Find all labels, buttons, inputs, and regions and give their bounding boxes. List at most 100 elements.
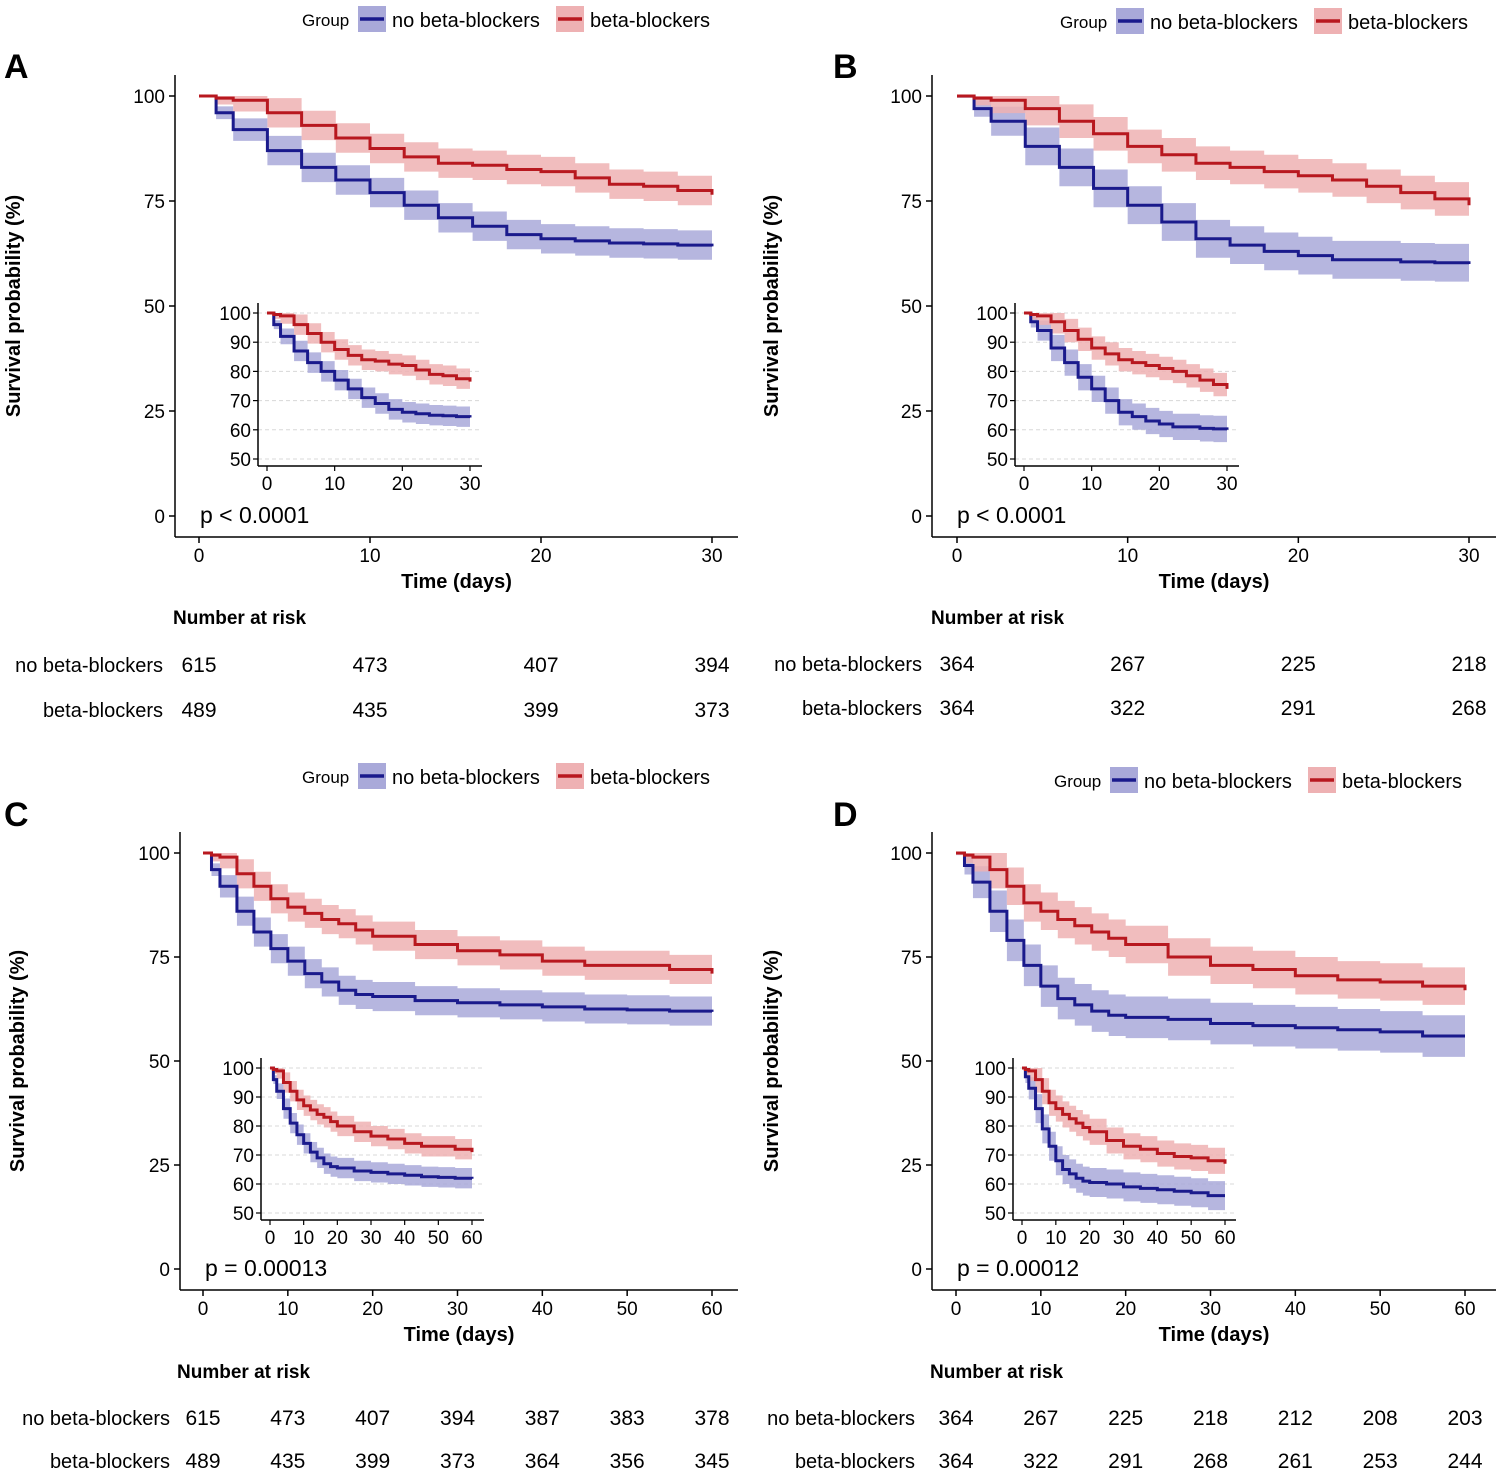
x-tick-label: 0 [951,1299,962,1320]
ci-band-beta-blockers [203,853,712,989]
y-tick-label: 25 [149,1156,170,1177]
p-value: p < 0.0001 [200,502,309,528]
inset-ci-band-beta-blockers [1022,1068,1225,1177]
y-tick-label: 50 [901,297,922,318]
y-tick-label: 75 [144,192,165,213]
risk-count: 399 [523,699,558,722]
survival-line-beta-blockers [956,851,1467,991]
inset-x-tick-label: 50 [428,1228,449,1249]
risk-count: 364 [938,1407,973,1430]
risk-count: 473 [270,1407,305,1430]
inset-ci-band-beta-blockers [1024,313,1227,401]
risk-count: 615 [185,1407,220,1430]
risk-count: 383 [610,1407,645,1430]
survival-line-beta-blockers [199,94,714,195]
x-tick-label: 60 [1454,1299,1475,1320]
risk-count: 203 [1447,1407,1482,1430]
legend: Group no beta-blockers beta-blockers [302,763,710,789]
x-tick-label: 10 [1117,546,1138,567]
inset-x-tick-label: 50 [1181,1228,1202,1249]
panel-d: D Group no beta-blockers beta-blockers 0 25 50… [761,767,1496,1472]
inset-x-tick-label: 0 [1019,474,1030,495]
inset-plot: 50 60 70 80 90 100 0 10 20 30 40 50 60 [974,1058,1236,1249]
y-axis-label: Survival probability (%) [7,950,29,1172]
risk-count: 407 [355,1407,390,1430]
legend-label-no-beta-blockers: no beta-blockers [1150,12,1298,34]
inset-ci-band-beta-blockers [270,1068,472,1163]
risk-count: 615 [181,654,216,677]
inset-x-tick-label: 30 [1216,474,1237,495]
legend-title: Group [302,768,349,787]
inset-y-tick-label: 60 [230,421,251,442]
inset-y-tick-label: 90 [233,1088,254,1109]
legend-label-no-beta-blockers: no beta-blockers [1144,771,1292,793]
risk-count: 378 [694,1407,729,1430]
risk-row-label-beta-blockers: beta-blockers [795,1451,915,1472]
ci-band-no-beta-blockers [957,96,1469,283]
inset-x-tick-label: 10 [1081,474,1102,495]
risk-count: 364 [525,1450,560,1472]
risk-count: 489 [181,699,216,722]
inset-x-tick-label: 60 [1214,1228,1235,1249]
inset-x-tick-label: 20 [392,474,413,495]
panel-letter: C [4,796,29,834]
risk-row-label-no-beta-blockers: no beta-blockers [22,1408,170,1430]
inset-plot: 50 60 70 80 90 100 0 10 20 30 40 50 60 [222,1058,484,1249]
y-tick-label: 25 [901,402,922,423]
risk-count: 435 [270,1450,305,1472]
panel-letter: D [833,796,858,834]
x-tick-label: 0 [952,546,963,567]
legend-label-no-beta-blockers: no beta-blockers [392,767,540,789]
risk-table: Number at risk no beta-blockers 364 267 225 2… [774,608,1486,720]
x-tick-label: 20 [1115,1299,1136,1320]
ci-band-beta-blockers [957,96,1469,222]
inset-x-tick-label: 20 [1079,1228,1100,1249]
inset-y-tick-label: 70 [985,1146,1006,1167]
risk-count: 225 [1281,653,1316,676]
inset-survival-line-beta-blockers [270,1066,474,1153]
risk-count: 267 [1110,653,1145,676]
inset-x-tick-label: 30 [360,1228,381,1249]
inset-x-tick-label: 0 [262,474,273,495]
risk-table-title: Number at risk [173,608,306,629]
risk-count: 489 [185,1450,220,1472]
risk-row-label-beta-blockers: beta-blockers [50,1451,170,1472]
risk-count: 399 [355,1450,390,1472]
x-tick-label: 0 [198,1299,209,1320]
x-axis-label: Time (days) [404,1324,515,1346]
x-tick-label: 0 [194,546,205,567]
risk-row-label-no-beta-blockers: no beta-blockers [774,654,922,676]
legend-label-no-beta-blockers: no beta-blockers [392,10,540,32]
legend-title: Group [1054,772,1101,791]
y-tick-label: 0 [159,1260,170,1281]
risk-count: 218 [1193,1407,1228,1430]
x-tick-label: 20 [1288,546,1309,567]
x-tick-label: 30 [1200,1299,1221,1320]
risk-count: 244 [1447,1450,1482,1472]
x-tick-label: 50 [617,1299,638,1320]
risk-count: 373 [694,699,729,722]
inset-survival-line-no-beta-blockers [1022,1066,1225,1198]
inset-y-tick-label: 70 [987,392,1008,413]
inset-ci-band-no-beta-blockers [1024,313,1227,443]
inset-x-tick-label: 60 [461,1228,482,1249]
inset-y-tick-label: 50 [233,1204,254,1225]
inset-y-tick-label: 90 [987,333,1008,354]
panel-a: A Group no beta-blockers beta-blockers 0 25 50… [3,6,738,722]
x-tick-label: 40 [532,1299,553,1320]
x-tick-label: 50 [1370,1299,1391,1320]
risk-count: 253 [1363,1450,1398,1472]
legend: Group no beta-blockers beta-blockers [1054,767,1462,793]
inset-y-tick-label: 80 [987,362,1008,383]
y-tick-label: 100 [138,844,170,865]
inset-survival-line-no-beta-blockers [267,311,472,419]
risk-count: 394 [694,654,729,677]
y-tick-label: 100 [133,87,165,108]
inset-y-tick-label: 90 [230,333,251,354]
risk-count: 364 [938,1450,973,1472]
risk-count: 364 [939,697,974,720]
inset-x-tick-label: 20 [1149,474,1170,495]
risk-table: Number at risk no beta-blockers 615 473 407 3… [15,608,730,722]
panel-letter: A [4,48,29,86]
